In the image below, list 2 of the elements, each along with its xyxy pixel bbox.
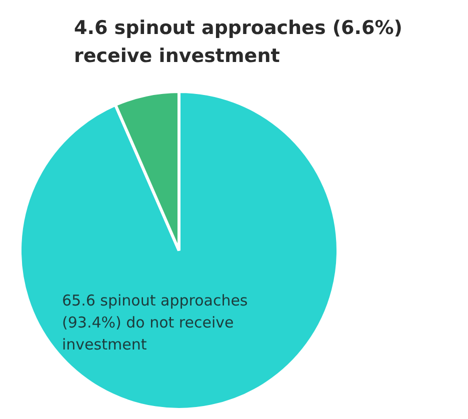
slice-label: 4.6 spinout approaches (6.6%) receive investment — [74, 17, 402, 67]
slice-label: 65.6 spinout approaches (93.4%) do not receive investment — [62, 292, 248, 354]
